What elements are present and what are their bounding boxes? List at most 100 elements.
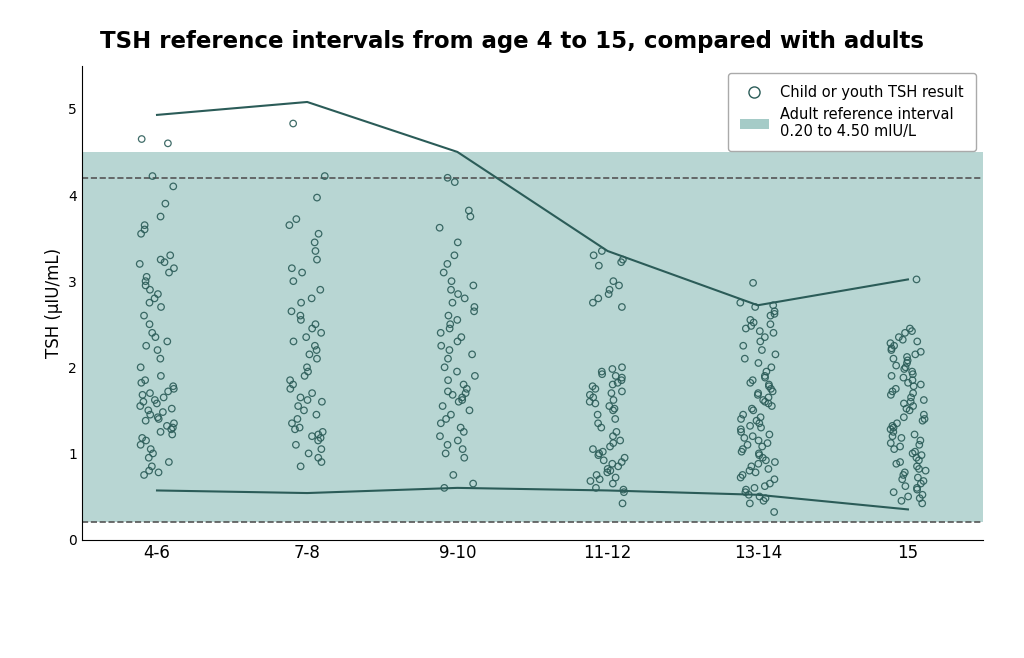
Point — [767, 457, 783, 467]
Point — [433, 340, 450, 351]
Point — [742, 315, 759, 325]
Point — [138, 272, 155, 282]
Point — [156, 392, 172, 403]
Point — [157, 257, 173, 267]
Point — [136, 220, 153, 230]
Point — [753, 422, 769, 433]
Point — [918, 465, 934, 476]
Point — [763, 384, 779, 394]
Point — [902, 323, 919, 334]
Point — [144, 448, 161, 459]
Point — [590, 409, 606, 420]
Point — [605, 395, 622, 405]
Point — [604, 379, 621, 390]
Point — [433, 418, 450, 428]
Point — [300, 367, 316, 377]
Point — [314, 426, 331, 437]
Point — [753, 412, 769, 422]
Point — [897, 467, 913, 478]
Point — [453, 422, 469, 433]
Point — [757, 397, 773, 407]
Point — [760, 398, 776, 409]
Point — [766, 309, 782, 319]
Point — [895, 334, 911, 345]
Point — [761, 429, 777, 440]
Point — [310, 435, 327, 445]
Point — [151, 414, 167, 424]
Point — [896, 364, 912, 374]
Point — [164, 403, 180, 414]
Point — [454, 392, 470, 403]
Point — [432, 328, 449, 338]
Point — [749, 415, 765, 426]
Point — [888, 361, 904, 371]
Point — [615, 484, 632, 495]
Point — [886, 487, 902, 497]
Point — [316, 171, 333, 182]
Point — [593, 422, 609, 433]
Point — [912, 379, 929, 390]
Point — [757, 370, 773, 381]
Point — [159, 336, 175, 347]
Point — [907, 446, 924, 457]
Point — [750, 388, 766, 398]
Point — [757, 481, 773, 492]
Point — [590, 293, 606, 303]
Point — [308, 345, 325, 355]
Point — [133, 228, 150, 239]
Point — [762, 478, 778, 489]
Point — [143, 461, 160, 472]
Point — [301, 349, 317, 360]
Point — [902, 397, 919, 407]
Point — [762, 311, 778, 321]
Point — [439, 353, 456, 364]
Point — [309, 353, 326, 364]
Point — [895, 372, 911, 383]
Point — [756, 495, 772, 506]
Point — [906, 429, 923, 440]
Point — [449, 367, 465, 377]
Point — [732, 472, 749, 483]
Point — [741, 420, 758, 431]
Point — [751, 450, 767, 461]
Point — [604, 459, 621, 469]
Point — [734, 444, 751, 455]
Point — [752, 492, 768, 502]
Point — [165, 181, 181, 191]
Point — [601, 284, 617, 295]
Point — [740, 490, 757, 500]
Point — [304, 388, 321, 398]
Point — [743, 461, 760, 472]
Point — [166, 384, 182, 394]
Point — [150, 345, 166, 355]
Point — [450, 315, 466, 325]
Point — [131, 259, 147, 269]
Point — [441, 345, 458, 355]
Point — [739, 440, 756, 450]
Point — [607, 370, 624, 381]
Point — [292, 311, 308, 321]
Point — [755, 395, 771, 405]
Point — [582, 397, 598, 407]
Point — [886, 353, 902, 364]
Point — [608, 426, 625, 437]
Point — [461, 205, 477, 216]
Point — [886, 340, 902, 351]
Point — [146, 395, 163, 405]
Point — [894, 474, 910, 484]
Point — [765, 386, 781, 397]
Point — [754, 442, 770, 452]
Point — [762, 319, 778, 330]
Point — [615, 487, 632, 497]
Point — [310, 453, 327, 463]
Point — [293, 461, 309, 472]
Point — [165, 381, 181, 392]
Point — [613, 372, 630, 383]
Point — [613, 457, 630, 467]
Point — [908, 453, 925, 463]
Point — [885, 386, 901, 397]
Point — [445, 470, 462, 480]
Point — [161, 267, 177, 278]
Point — [313, 457, 330, 467]
Point — [904, 448, 921, 459]
